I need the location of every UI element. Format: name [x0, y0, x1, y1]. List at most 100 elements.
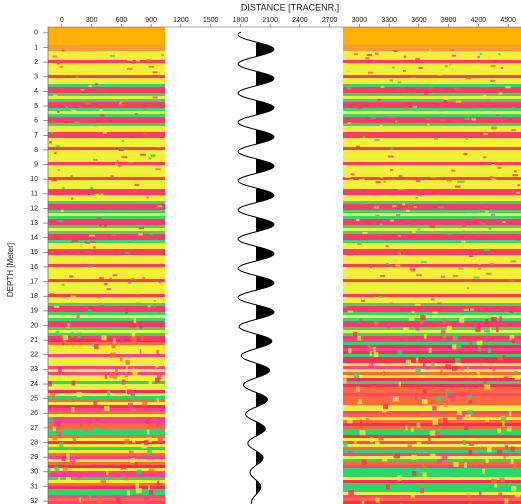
texture	[432, 419, 439, 425]
band	[343, 318, 521, 321]
texture	[385, 66, 391, 69]
texture	[49, 293, 54, 296]
band	[48, 450, 165, 453]
texture	[370, 386, 376, 392]
band	[48, 231, 165, 234]
y-tick-label: 2	[34, 59, 38, 66]
texture	[130, 278, 135, 281]
texture	[154, 377, 160, 383]
texture	[104, 406, 110, 412]
texture	[497, 428, 502, 434]
texture	[84, 307, 89, 310]
band	[343, 375, 521, 378]
texture	[135, 488, 142, 494]
band	[343, 111, 521, 114]
band	[48, 309, 165, 312]
band	[48, 498, 165, 501]
band	[343, 261, 521, 264]
band	[48, 135, 165, 138]
texture	[430, 453, 436, 459]
x-tick-label: 300	[86, 17, 98, 24]
texture	[358, 107, 363, 110]
texture	[515, 339, 521, 345]
wiggle-fill	[256, 335, 272, 349]
band	[48, 321, 165, 324]
texture	[456, 414, 463, 420]
texture	[84, 426, 90, 432]
texture	[51, 179, 57, 182]
texture	[104, 225, 107, 228]
band	[343, 249, 521, 252]
texture	[357, 399, 362, 405]
texture	[126, 67, 133, 70]
y-tick-label: 18	[30, 293, 38, 300]
texture	[409, 267, 416, 270]
band	[343, 348, 521, 351]
band	[343, 108, 521, 111]
wiggle-fill	[256, 189, 274, 203]
texture	[501, 258, 507, 261]
band	[343, 81, 521, 84]
texture	[468, 501, 472, 504]
band	[48, 84, 165, 87]
texture	[87, 309, 92, 312]
texture	[483, 156, 487, 159]
texture	[464, 123, 467, 126]
y-tick-label: 8	[34, 147, 38, 154]
texture	[375, 181, 381, 184]
texture	[144, 495, 150, 501]
texture	[90, 241, 97, 244]
texture	[395, 264, 401, 267]
band	[343, 282, 521, 285]
band	[343, 135, 521, 138]
texture	[418, 66, 423, 69]
texture	[422, 462, 427, 468]
texture	[429, 86, 434, 89]
texture	[93, 246, 96, 249]
texture	[408, 88, 415, 91]
y-tick-label: 28	[30, 439, 38, 446]
texture	[64, 303, 68, 306]
texture	[491, 127, 497, 130]
texture	[93, 193, 100, 196]
texture	[93, 427, 99, 433]
band	[48, 489, 165, 492]
texture	[389, 79, 393, 82]
band	[48, 153, 165, 156]
texture	[489, 176, 494, 179]
band	[48, 354, 165, 357]
band	[343, 222, 521, 225]
band	[48, 297, 165, 300]
texture	[483, 248, 490, 251]
texture	[422, 472, 427, 478]
texture	[112, 286, 117, 289]
texture	[475, 389, 482, 395]
band	[343, 174, 521, 177]
y-tick-label: 13	[30, 220, 38, 227]
band	[48, 270, 165, 273]
texture	[487, 447, 492, 453]
texture	[98, 224, 102, 227]
band	[343, 150, 521, 153]
texture	[362, 189, 365, 192]
band	[48, 255, 165, 258]
texture	[383, 370, 386, 376]
band	[343, 33, 521, 36]
band	[343, 264, 521, 267]
band	[48, 204, 165, 207]
texture	[48, 417, 53, 423]
texture	[509, 334, 515, 340]
texture	[420, 488, 424, 494]
texture	[148, 157, 152, 160]
band	[343, 345, 521, 348]
texture	[513, 170, 517, 173]
texture	[382, 456, 388, 462]
texture	[149, 376, 155, 382]
texture	[449, 49, 454, 52]
texture	[478, 262, 481, 265]
texture	[390, 169, 394, 172]
texture	[474, 460, 478, 466]
band	[343, 339, 521, 342]
texture	[343, 181, 350, 184]
